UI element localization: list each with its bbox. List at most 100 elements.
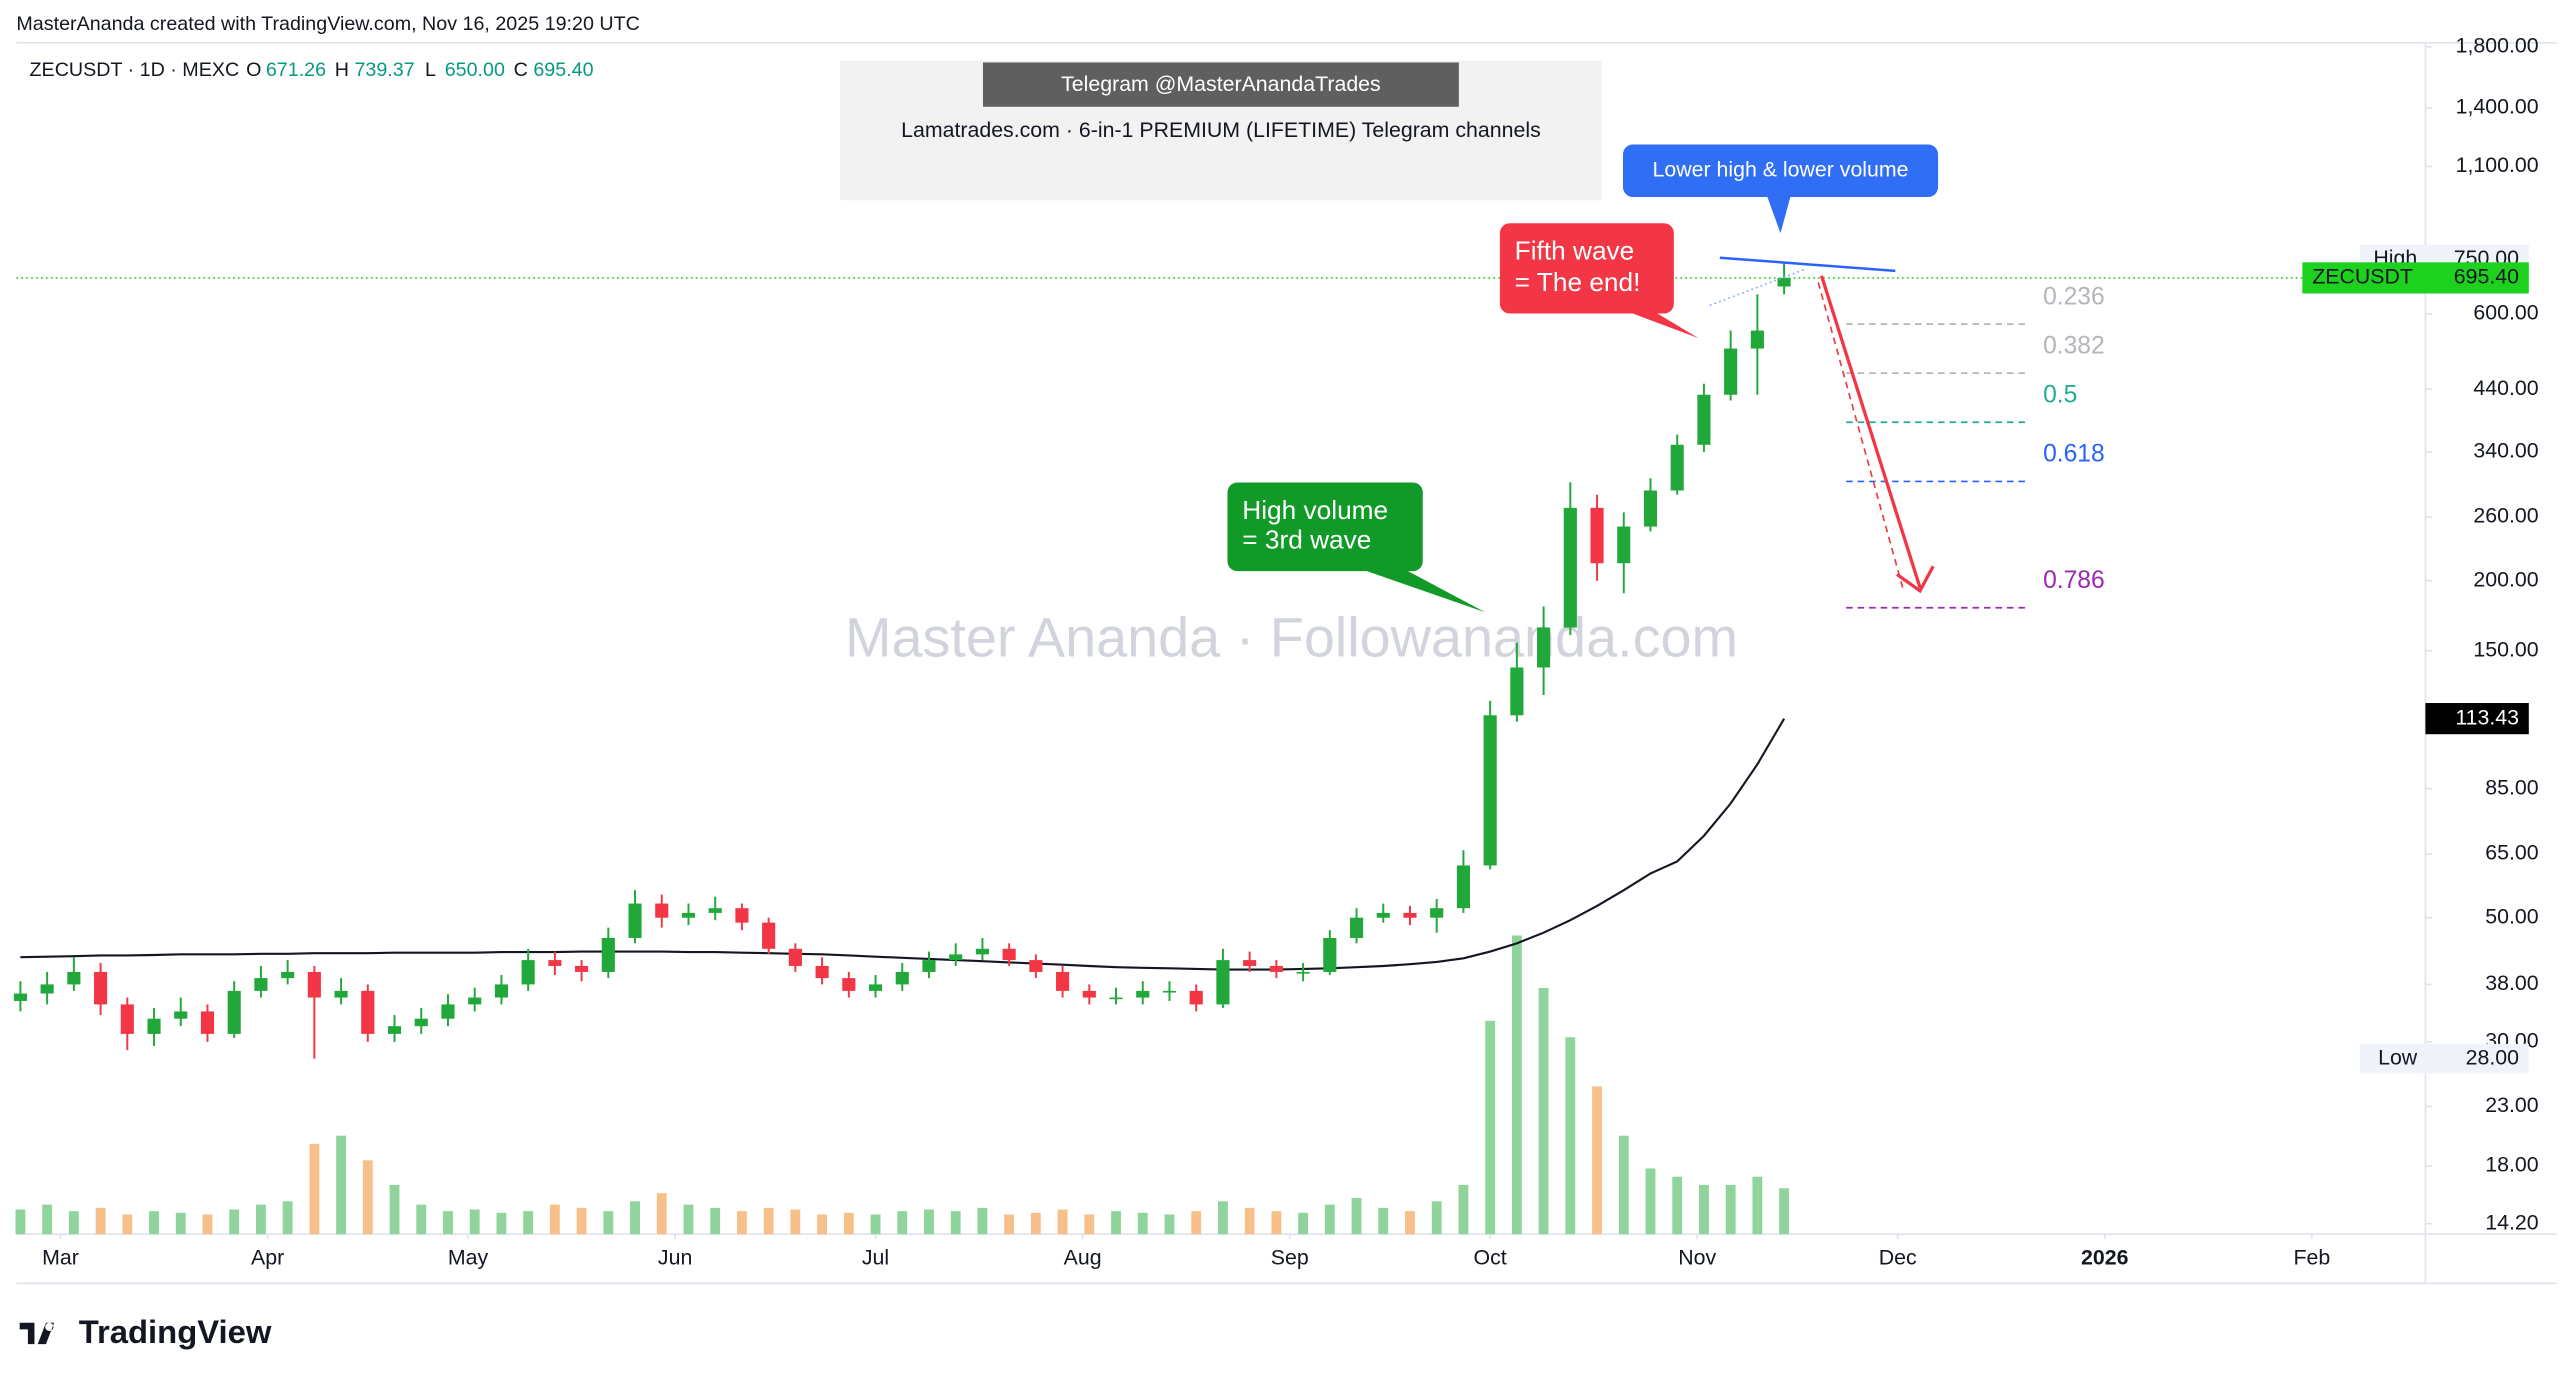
- volume-bar: [1538, 987, 1549, 1235]
- volume-bar: [1164, 1214, 1175, 1235]
- volume-bar: [763, 1207, 774, 1235]
- candle-body: [1189, 990, 1203, 1005]
- ohlc-name: C: [514, 59, 528, 81]
- volume-bar: [897, 1211, 908, 1235]
- volume-bar: [1699, 1184, 1709, 1235]
- y-tick-label: 150.00: [2473, 637, 2538, 661]
- candle-body: [1643, 490, 1658, 527]
- volume-bar: [362, 1160, 373, 1235]
- y-tick-label: 600.00: [2473, 300, 2538, 324]
- fib-label: 0.786: [2043, 567, 2105, 594]
- candle-body: [735, 908, 749, 923]
- volume-bar: [1672, 1176, 1683, 1235]
- y-tick-label: 14.20: [2485, 1210, 2539, 1234]
- y-tick-label: 340.00: [2473, 438, 2538, 462]
- y-tick-label: 50.00: [2485, 904, 2539, 928]
- candle-body: [1029, 960, 1043, 972]
- candle-body: [67, 971, 81, 985]
- candle-body: [868, 984, 883, 991]
- volume-bar: [683, 1204, 694, 1235]
- volume-bar: [149, 1211, 159, 1235]
- y-tick-label: 260.00: [2473, 504, 2538, 528]
- candle-body: [788, 948, 802, 966]
- callout-text: Lower high & lower volume: [1652, 157, 1908, 181]
- plot: 0.236 0.382 0.5 0.618 0.786: [13, 263, 2426, 1235]
- candle-body: [361, 990, 375, 1034]
- volume-bar: [1752, 1176, 1763, 1235]
- volume-bar: [1645, 1168, 1656, 1235]
- candle-body: [1563, 507, 1577, 628]
- volume-bar: [1378, 1207, 1389, 1235]
- candle-body: [548, 960, 562, 966]
- volume-bar: [1084, 1214, 1095, 1235]
- candle-body: [1216, 960, 1230, 1005]
- candle-body: [681, 912, 696, 918]
- candle-body: [307, 971, 321, 998]
- callout-text: High volume: [1242, 495, 1388, 525]
- volume-bar: [1511, 935, 1522, 1235]
- volume-bar: [1191, 1211, 1202, 1235]
- moving-average: [20, 718, 1786, 971]
- candle-body: [1697, 394, 1711, 445]
- candle-body: [1403, 912, 1417, 918]
- promo-text: Lamatrades.com · 6-in-1 PREMIUM (LIFETIM…: [901, 118, 1541, 142]
- volume-bar: [443, 1211, 453, 1235]
- callout-red: [1499, 223, 1699, 339]
- fib-label: 0.382: [2043, 332, 2105, 359]
- promo-telegram: Telegram @MasterAnandaTrades: [1061, 72, 1381, 96]
- volume-bar: [1244, 1207, 1255, 1235]
- ma-label: 113.43: [2455, 705, 2519, 729]
- volume-bar: [1218, 1201, 1228, 1235]
- volume-bar: [1458, 1184, 1469, 1235]
- candle-body: [1483, 715, 1497, 866]
- volume-bar: [630, 1201, 640, 1235]
- candle-body: [468, 997, 482, 1005]
- volume-bar: [603, 1211, 614, 1235]
- volume-bar: [389, 1184, 400, 1235]
- y-tick-label: 200.00: [2473, 567, 2538, 591]
- candle-body: [1056, 971, 1070, 991]
- volume-bar: [977, 1207, 988, 1235]
- candle-body: [200, 1011, 215, 1034]
- volume-bar: [95, 1207, 106, 1235]
- volume-bar: [1324, 1204, 1335, 1235]
- candle-body: [708, 908, 722, 913]
- candle-body: [1456, 865, 1470, 909]
- volume-bar: [1779, 1188, 1790, 1235]
- x-tick-label: Jul: [862, 1245, 889, 1269]
- candle-body: [494, 984, 508, 998]
- candle-body: [1323, 937, 1337, 972]
- ohlc-value: 650.00: [445, 59, 505, 81]
- volume-bar: [15, 1209, 26, 1235]
- volume-bar: [175, 1212, 186, 1235]
- candle-body: [147, 1018, 161, 1034]
- volume-bar: [1298, 1212, 1309, 1235]
- x-tick-label: Feb: [2293, 1245, 2330, 1269]
- volume-bar: [122, 1214, 133, 1235]
- volume-bar: [42, 1204, 53, 1235]
- candle-body: [655, 903, 669, 918]
- candle-body: [842, 978, 856, 991]
- callout-blue: [1622, 144, 1939, 234]
- dashed-arrow: [1817, 282, 1905, 592]
- promo-box: Telegram @MasterAnandaTrades Lamatrades.…: [840, 60, 1602, 201]
- ma-label-bg: [2425, 703, 2529, 735]
- range-mark-label: 28.00: [2466, 1045, 2520, 1069]
- candle-body: [1376, 912, 1390, 918]
- ohlc-value: 671.26: [266, 59, 326, 81]
- candle-body: [120, 1004, 134, 1034]
- candle-body: [1617, 526, 1631, 564]
- volume-bar: [870, 1214, 881, 1235]
- ohlc-value: 695.40: [533, 59, 593, 81]
- x-tick-label: Sep: [1271, 1245, 1309, 1269]
- volume-bar: [1004, 1214, 1015, 1235]
- y-tick-label: 1,400.00: [2456, 94, 2539, 118]
- dotted-line: [1709, 268, 1806, 307]
- candle-body: [922, 960, 936, 972]
- arrow-line: [1819, 275, 1922, 589]
- candle-body: [1724, 348, 1738, 395]
- drawings: [1709, 256, 1935, 594]
- candle-body: [1537, 627, 1551, 668]
